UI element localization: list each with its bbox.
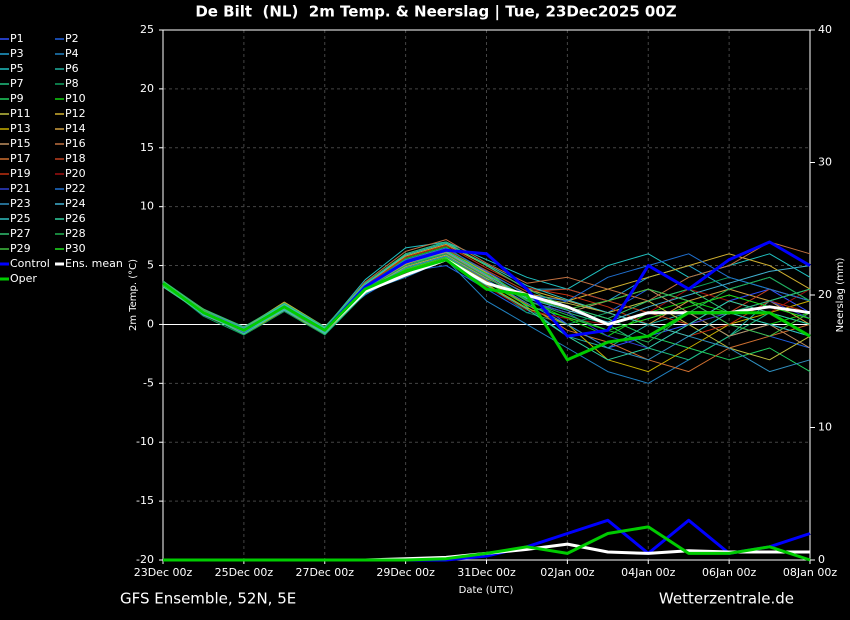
x-tick-label: 29Dec 00z — [376, 566, 435, 579]
y-tick-label: -20 — [136, 553, 154, 566]
legend-label: P20 — [65, 167, 86, 180]
legend-label: P11 — [10, 107, 31, 120]
legend-label: P4 — [65, 47, 79, 60]
legend-label: P8 — [65, 77, 79, 90]
legend-label: P14 — [65, 122, 86, 135]
legend-label: P21 — [10, 182, 31, 195]
x-tick-label: 02Jan 00z — [540, 566, 594, 579]
legend-label: P17 — [10, 152, 31, 165]
subtitle-right: Wetterzentrale.de — [659, 590, 794, 608]
legend-label: P7 — [10, 77, 24, 90]
legend-label: P16 — [65, 137, 86, 150]
y-tick-label: -5 — [143, 376, 154, 389]
y-tick-label: 15 — [140, 141, 154, 154]
legend-label: P29 — [10, 242, 31, 255]
legend-label: P10 — [65, 92, 86, 105]
x-tick-label: 23Dec 00z — [134, 566, 193, 579]
y2-tick-label: 40 — [818, 23, 832, 36]
temp-line — [162, 242, 811, 337]
temp-line-bold — [162, 258, 811, 362]
legend-label: P9 — [10, 92, 24, 105]
chart-title: De Bilt (NL) 2m Temp. & Neerslag | Tue, … — [195, 3, 676, 22]
x-tick-label: 08Jan 00z — [783, 566, 837, 579]
legend-label: P5 — [10, 62, 24, 75]
legend-label: P27 — [10, 227, 31, 240]
legend-label: P15 — [10, 137, 31, 150]
y-tick-label: 0 — [147, 317, 154, 330]
precip-line — [163, 525, 811, 562]
legend-label: P28 — [65, 227, 86, 240]
legend-label: P6 — [65, 62, 79, 75]
legend-label: P12 — [65, 107, 86, 120]
y2-tick-label: 20 — [818, 288, 832, 301]
y-tick-label: 20 — [140, 82, 154, 95]
subtitle-left: GFS Ensemble, 52N, 5E — [120, 590, 296, 608]
y-tick-label: 10 — [140, 200, 154, 213]
y-axis-label: 2m Temp. (°C) — [128, 259, 139, 331]
x-tick-label: 04Jan 00z — [621, 566, 675, 579]
y2-axis-label: Neerslag (mm) — [835, 257, 846, 332]
y-tick-label: -15 — [136, 494, 154, 507]
legend-label: P24 — [65, 197, 86, 210]
legend-label: Control — [10, 257, 50, 270]
legend-label: P23 — [10, 197, 31, 210]
legend-label: P26 — [65, 212, 86, 225]
legend-label: P1 — [10, 32, 24, 45]
y-tick-label: -10 — [136, 435, 154, 448]
x-axis-label: Date (UTC) — [459, 585, 514, 596]
y2-tick-label: 10 — [818, 421, 832, 434]
x-tick-label: 06Jan 00z — [702, 566, 756, 579]
legend-label: P19 — [10, 167, 31, 180]
legend-label: P2 — [65, 32, 79, 45]
temp-line — [162, 259, 811, 361]
y2-tick-label: 0 — [818, 553, 825, 566]
legend-label: P25 — [10, 212, 31, 225]
x-tick-label: 25Dec 00z — [215, 566, 274, 579]
legend-label: P3 — [10, 47, 24, 60]
legend-label: P22 — [65, 182, 86, 195]
y-tick-label: 5 — [147, 259, 154, 272]
y2-tick-label: 30 — [818, 156, 832, 169]
legend-label: Oper — [10, 272, 37, 285]
legend-label: Ens. mean — [65, 257, 123, 270]
y-tick-label: 25 — [140, 23, 154, 36]
legend-label: P30 — [65, 242, 86, 255]
x-tick-label: 27Dec 00z — [295, 566, 354, 579]
x-tick-label: 31Dec 00z — [457, 566, 516, 579]
legend-label: P18 — [65, 152, 86, 165]
legend-label: P13 — [10, 122, 31, 135]
temp-line — [162, 241, 811, 328]
